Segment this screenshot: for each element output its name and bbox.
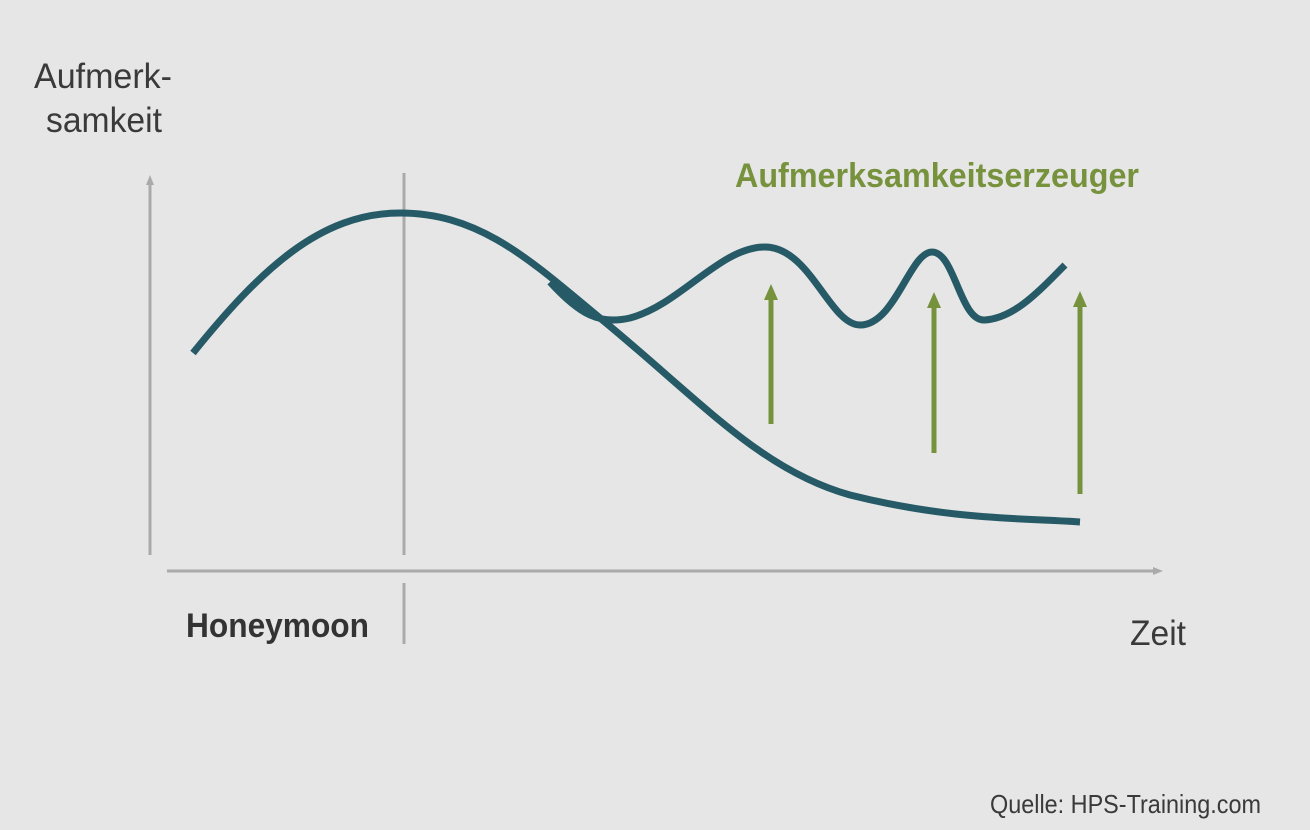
x-axis-label: Zeit	[1130, 614, 1186, 653]
source: Quelle: HPS-Training.com	[990, 789, 1261, 819]
sustained-curve	[547, 243, 1068, 329]
y-axis-label: samkeit	[46, 101, 162, 140]
phase-label: Honeymoon	[186, 607, 369, 645]
annotation: Aufmerksamkeitserzeuger	[735, 157, 1139, 195]
y-axis-label: Aufmerk-	[34, 57, 172, 96]
